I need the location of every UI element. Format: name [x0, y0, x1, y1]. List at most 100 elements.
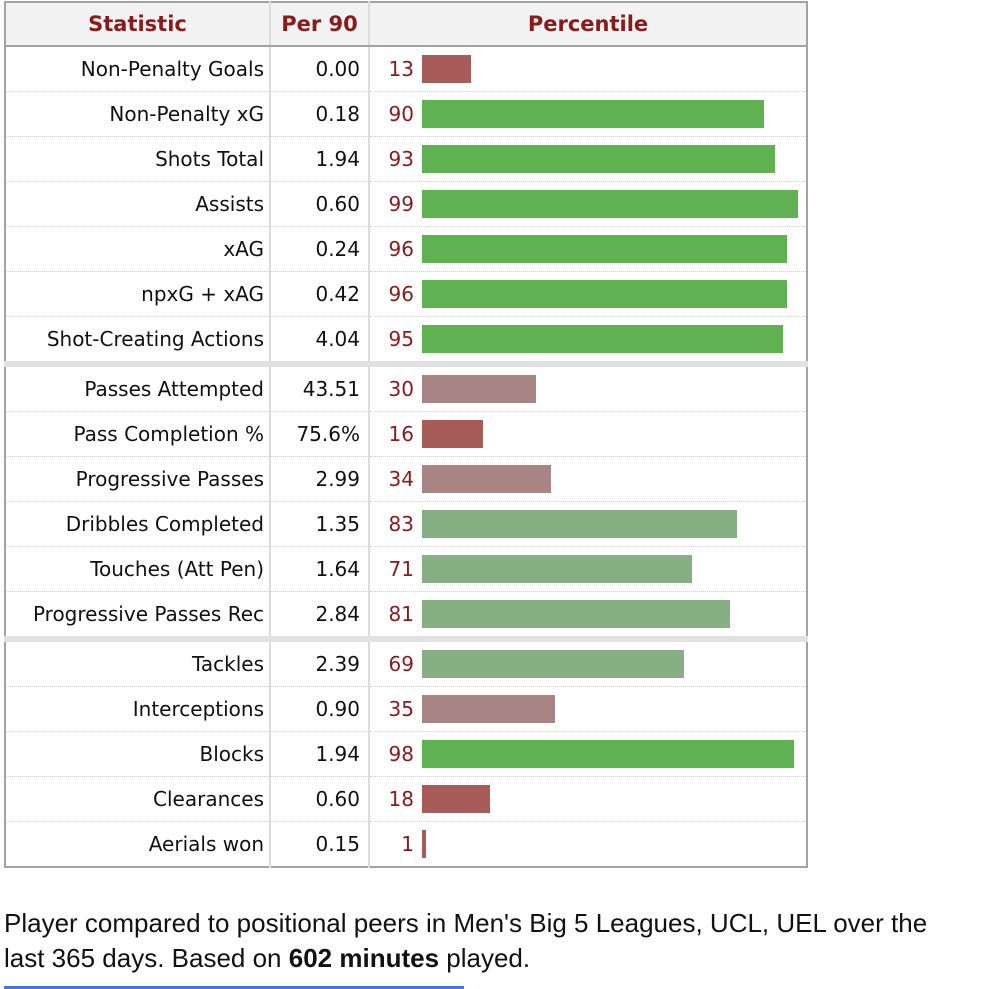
percentile-wrap: 90: [371, 93, 806, 137]
percentile-cell: 95: [368, 316, 807, 364]
percentile-cell: 96: [368, 226, 807, 272]
percentile-cell: 34: [368, 456, 807, 502]
percentile-bar-track: [422, 190, 802, 218]
table-row[interactable]: Dribbles Completed 1.35 83: [5, 501, 807, 547]
caption-minutes: 602 minutes: [288, 943, 440, 973]
percentile-cell: 96: [368, 271, 807, 317]
percentile-value: 93: [388, 147, 414, 171]
percentile-wrap: 83: [371, 503, 806, 547]
table-row[interactable]: Touches (Att Pen) 1.64 71: [5, 546, 807, 592]
table-row[interactable]: Pass Completion % 75.6% 16: [5, 411, 807, 457]
percentile-bar: [422, 235, 787, 263]
percentile-cell: 71: [368, 546, 807, 592]
percentile-value: 83: [388, 512, 414, 536]
percentile-value: 98: [388, 742, 414, 766]
stat-name: xAG: [5, 226, 270, 272]
stat-name: Progressive Passes: [5, 456, 270, 502]
stat-name: Pass Completion %: [5, 411, 270, 457]
per90-value: 4.04: [269, 316, 369, 364]
percentile-value: 18: [388, 787, 414, 811]
percentile-wrap: 96: [371, 228, 806, 272]
stat-name: Touches (Att Pen): [5, 546, 270, 592]
percentile-value: 71: [388, 557, 414, 581]
percentile-cell: 69: [368, 636, 807, 687]
percentile-value: 96: [388, 282, 414, 306]
table-row[interactable]: Non-Penalty Goals 0.00 13: [5, 46, 807, 92]
percentile-bar-track: [422, 325, 802, 353]
percentile-wrap: 30: [371, 370, 806, 411]
stat-name: Assists: [5, 181, 270, 227]
table-row[interactable]: Progressive Passes Rec 2.84 81: [5, 591, 807, 639]
per90-value: 1.64: [269, 546, 369, 592]
table-row[interactable]: xAG 0.24 96: [5, 226, 807, 272]
percentile-cell: 83: [368, 501, 807, 547]
percentile-bar-track: [422, 650, 802, 678]
stat-name: Passes Attempted: [5, 361, 270, 412]
stat-name: Clearances: [5, 776, 270, 822]
percentile-bar-track: [422, 555, 802, 583]
percentile-bar-track: [422, 740, 802, 768]
percentile-wrap: 81: [371, 592, 806, 636]
percentile-bar-track: [422, 420, 802, 448]
percentile-value: 81: [388, 602, 414, 626]
percentile-wrap: 69: [371, 645, 806, 686]
percentile-bar-track: [422, 280, 802, 308]
percentile-cell: 93: [368, 136, 807, 182]
percentile-bar-track: [422, 830, 802, 858]
percentile-cell: 13: [368, 46, 807, 92]
percentile-bar: [422, 740, 795, 768]
percentile-bar-track: [422, 510, 802, 538]
table-row[interactable]: Shot-Creating Actions 4.04 95: [5, 316, 807, 364]
percentile-value: 96: [388, 237, 414, 261]
per90-value: 1.94: [269, 731, 369, 777]
percentile-cell: 98: [368, 731, 807, 777]
percentile-value: 30: [388, 377, 414, 401]
stat-name: Non-Penalty Goals: [80, 57, 264, 81]
table-row[interactable]: Progressive Passes 2.99 34: [5, 456, 807, 502]
per90-value: 0.60: [269, 776, 369, 822]
header-percentile[interactable]: Percentile: [368, 2, 807, 47]
caption-text: Player compared to positional peers in M…: [4, 908, 928, 973]
stat-name: Tackles: [5, 636, 270, 687]
table-row[interactable]: Aerials won 0.15 1: [5, 821, 807, 867]
stat-name: Progressive Passes Rec: [5, 591, 270, 639]
percentile-wrap: 95: [371, 317, 806, 361]
percentile-value: 16: [388, 422, 414, 446]
percentile-cell: 18: [368, 776, 807, 822]
per90-value: 0.15: [269, 821, 369, 867]
cut-off-link[interactable]: [4, 978, 464, 989]
header-statistic[interactable]: Statistic: [5, 2, 270, 47]
percentile-table: Statistic Per 90 Percentile Non-Penalty …: [4, 1, 808, 868]
table-row[interactable]: Shots Total 1.94 93: [5, 136, 807, 182]
percentile-bar: [422, 510, 738, 538]
percentile-bar-track: [422, 375, 802, 403]
table-row[interactable]: Clearances 0.60 18: [5, 776, 807, 822]
percentile-wrap: 16: [371, 413, 806, 457]
percentile-cell: 16: [368, 411, 807, 457]
table-row[interactable]: Assists 0.60 99: [5, 181, 807, 227]
percentile-wrap: 13: [371, 47, 806, 91]
percentile-value: 34: [388, 467, 414, 491]
table-row[interactable]: Interceptions 0.90 35: [5, 686, 807, 732]
table-row[interactable]: Non-Penalty xG 0.18 90: [5, 91, 807, 137]
percentile-bar: [422, 100, 764, 128]
percentile-bar: [422, 600, 730, 628]
percentile-wrap: 96: [371, 273, 806, 317]
per90-value: 0.90: [269, 686, 369, 732]
per90-value: 2.84: [269, 591, 369, 639]
table-row[interactable]: Blocks 1.94 98: [5, 731, 807, 777]
header-per90[interactable]: Per 90: [269, 2, 369, 47]
table-row[interactable]: npxG + xAG 0.42 96: [5, 271, 807, 317]
percentile-bar-track: [422, 465, 802, 493]
percentile-bar-track: [422, 695, 802, 723]
per90-value: 0.24: [269, 226, 369, 272]
table-row[interactable]: Tackles 2.39 69: [5, 636, 807, 687]
per90-value: 75.6%: [269, 411, 369, 457]
percentile-cell: 90: [368, 91, 807, 137]
stat-name: Shot-Creating Actions: [5, 316, 270, 364]
percentile-cell: 35: [368, 686, 807, 732]
stat-name: Shots Total: [5, 136, 270, 182]
percentile-bar-track: [422, 100, 802, 128]
percentile-value: 1: [401, 832, 414, 856]
table-row[interactable]: Passes Attempted 43.51 30: [5, 361, 807, 412]
